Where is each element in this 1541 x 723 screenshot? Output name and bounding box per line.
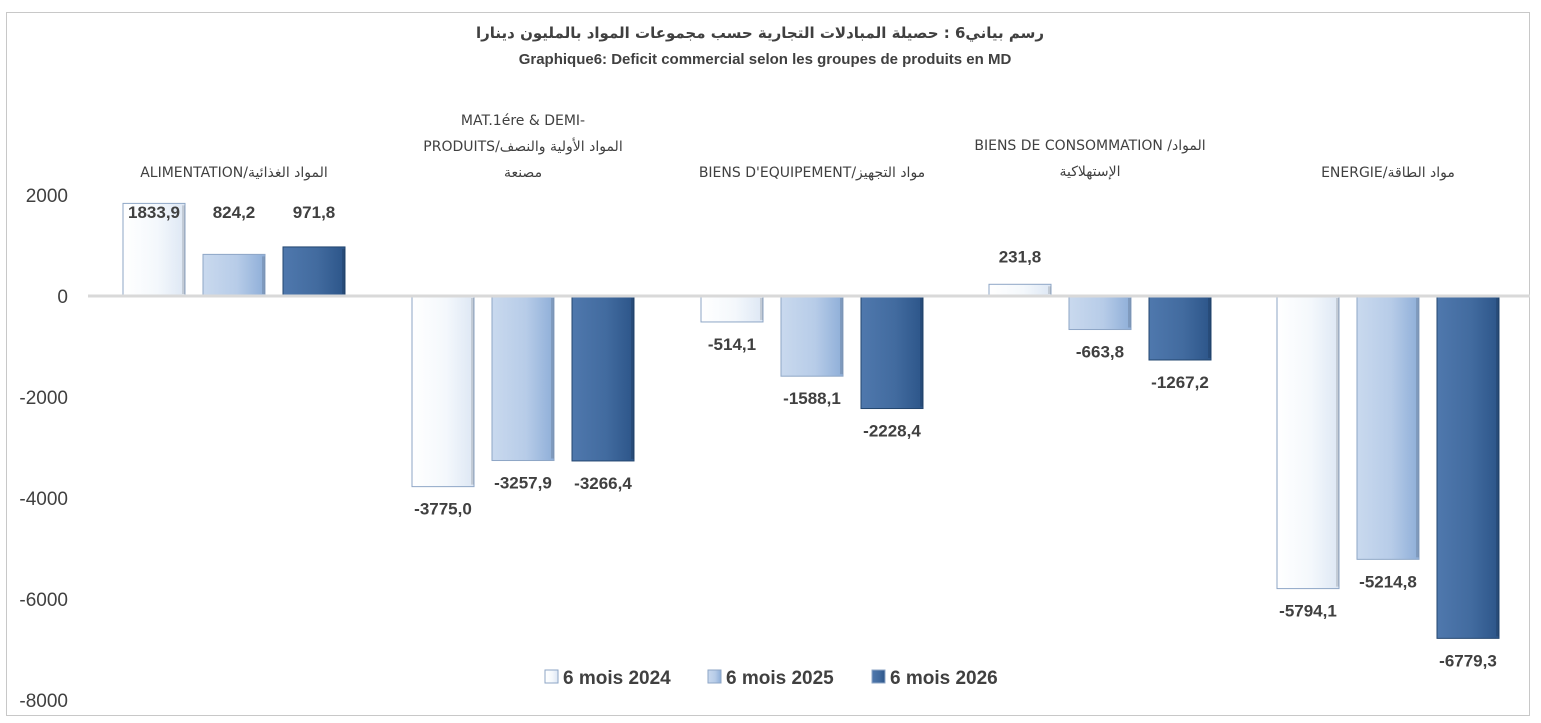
bar — [1436, 295, 1500, 639]
legend-swatch — [544, 669, 559, 684]
bar-shadow — [342, 248, 345, 294]
legend-label: 6 mois 2026 — [890, 668, 998, 689]
data-label: 1833,9 — [128, 203, 180, 222]
bar — [988, 283, 1052, 297]
bar — [780, 295, 844, 377]
data-label: -5214,8 — [1359, 572, 1417, 591]
y-tick-label: 2000 — [26, 186, 68, 207]
bar-shadow — [1048, 286, 1051, 294]
category-labels: ALIMENTATION/المواد الغذائية MAT.1ére & D… — [140, 113, 1455, 181]
bar — [491, 295, 555, 462]
category-label: BIENS DE CONSOMMATION /المواد — [974, 138, 1205, 154]
data-label: -3257,9 — [494, 474, 552, 493]
legend-label: 6 mois 2024 — [563, 668, 671, 689]
data-label: -1267,2 — [1151, 373, 1209, 392]
bar — [571, 295, 635, 462]
category-label: PRODUITS/المواد الأولية والنصف — [423, 137, 622, 155]
bar — [1356, 295, 1420, 560]
legend-swatch — [871, 669, 886, 684]
bar-shadow — [262, 256, 265, 294]
data-label: 824,2 — [213, 203, 256, 222]
data-label: -1588,1 — [783, 389, 841, 408]
data-label: -3266,4 — [574, 474, 632, 493]
bar-shadow — [1128, 298, 1131, 328]
data-label: -5794,1 — [1279, 602, 1337, 621]
bar — [411, 295, 475, 488]
data-label: -2228,4 — [863, 422, 921, 441]
bar-shadow — [1208, 298, 1211, 358]
category-label: الإستهلاكية — [1059, 164, 1120, 180]
bar-shadow — [920, 298, 923, 407]
data-label: 971,8 — [293, 203, 336, 222]
y-tick-label: -2000 — [19, 388, 68, 409]
y-tick-label: -8000 — [19, 691, 68, 712]
bar — [860, 295, 924, 410]
category-label: MAT.1ére & DEMI- — [461, 113, 585, 129]
chart-title: رسم بياني6 : حصيلة المبادلات التجارية حس… — [476, 24, 1044, 42]
bar — [1068, 295, 1132, 331]
y-axis: 2000 0 -2000 -4000 -6000 -8000 — [19, 186, 68, 712]
chart-subtitle: Graphique6: Deficit commercial selon les… — [519, 51, 1012, 68]
data-label: -514,1 — [708, 335, 756, 354]
bar — [700, 295, 764, 323]
bar-shadow — [840, 298, 843, 375]
chart-frame — [6, 12, 1530, 716]
bar-shadow — [471, 298, 474, 485]
legend: 6 mois 2024 6 mois 2025 6 mois 2026 — [544, 668, 998, 689]
legend-label: 6 mois 2025 — [726, 668, 834, 689]
bar-shadow — [760, 298, 763, 320]
data-label: -6779,3 — [1439, 651, 1497, 670]
data-label: -663,8 — [1076, 343, 1124, 362]
bar-shadow — [1496, 298, 1499, 637]
y-tick-label: -4000 — [19, 489, 68, 510]
bar-shadow — [551, 298, 554, 459]
bar — [1148, 295, 1212, 361]
y-tick-label: -6000 — [19, 590, 68, 611]
bar-shadow — [631, 298, 634, 459]
bar — [1276, 295, 1340, 590]
bar — [282, 246, 346, 297]
y-tick-label: 0 — [57, 287, 68, 308]
bar-shadow — [1336, 298, 1339, 587]
data-label: -3775,0 — [414, 500, 472, 519]
bar-shadow — [1416, 298, 1419, 558]
category-label: BIENS D'EQUIPEMENT/مواد التجهيز — [699, 165, 925, 181]
bar — [202, 253, 266, 297]
data-label: 231,8 — [999, 247, 1042, 266]
bars-layer — [122, 202, 1500, 639]
bar-shadow — [182, 205, 185, 294]
data-labels: 1833,9 -3775,0 -514,1 231,8 -5794,1 824,2 -325… — [128, 203, 1497, 670]
category-label: ENERGIE/مواد الطاقة — [1321, 165, 1455, 181]
legend-swatch — [707, 669, 722, 684]
category-label: ALIMENTATION/المواد الغذائية — [140, 165, 328, 181]
category-label: مصنعة — [504, 165, 542, 181]
